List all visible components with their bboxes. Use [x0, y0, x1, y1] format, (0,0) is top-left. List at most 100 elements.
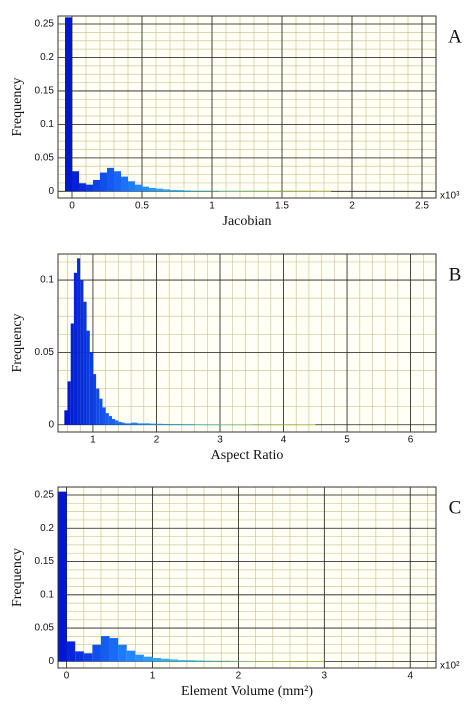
bar — [188, 424, 195, 425]
bar — [181, 424, 189, 425]
bar — [118, 644, 127, 662]
bar — [298, 661, 308, 662]
y-tick-label: 0.1 — [40, 119, 54, 130]
bar — [121, 176, 128, 192]
bar — [86, 330, 90, 425]
bar — [142, 186, 149, 192]
bar — [272, 661, 282, 662]
bar — [114, 171, 121, 192]
x-tick-label: 1.5 — [275, 201, 289, 212]
bar — [184, 190, 191, 192]
plot-area — [58, 16, 436, 198]
bar — [124, 423, 128, 425]
bar — [156, 423, 163, 425]
x-axis-label: Jacobian — [223, 214, 272, 229]
bar — [226, 424, 233, 426]
bar — [205, 190, 212, 192]
bar — [247, 191, 254, 192]
bar — [175, 424, 182, 425]
bar — [191, 190, 198, 192]
bar — [109, 638, 119, 662]
bar — [308, 424, 316, 426]
y-tick-label: 0.1 — [40, 589, 54, 600]
y-tick-label: 0.2 — [40, 52, 54, 63]
y-tick-label: 0 — [48, 419, 54, 430]
bar — [93, 179, 100, 192]
bar — [100, 172, 107, 192]
bar — [92, 374, 97, 425]
x-tick-label: 0 — [64, 671, 70, 682]
bar — [275, 191, 282, 192]
panel: 0 1 2 3 4 0 0.05 0.1 0.15 0.2 0.25 Element Volume (… — [10, 486, 461, 699]
bar — [207, 424, 214, 425]
bar — [212, 190, 219, 192]
x-tick-label: 5 — [344, 435, 350, 446]
bar — [296, 191, 303, 192]
y-axis-label: Frequency — [10, 548, 25, 607]
plot-frame — [57, 486, 437, 669]
bar — [296, 424, 303, 426]
bar — [232, 424, 240, 426]
bar — [143, 423, 151, 425]
x-tick-label: 1 — [150, 671, 156, 682]
y-tick-label: 0.15 — [35, 86, 55, 97]
bar — [161, 658, 170, 662]
x-tick-label: 1 — [209, 201, 215, 212]
plot-area — [58, 487, 436, 668]
bar — [247, 661, 256, 662]
bar — [118, 421, 122, 425]
bar — [186, 660, 196, 662]
y-tick-label: 0.05 — [35, 623, 55, 634]
bar — [307, 661, 316, 662]
bar — [137, 423, 144, 425]
bar — [112, 418, 116, 425]
bar — [281, 661, 290, 662]
y-tick-label: 0.05 — [35, 152, 55, 163]
bar — [70, 323, 74, 425]
bar — [233, 190, 240, 192]
bar — [289, 661, 299, 662]
x-tick-label: 4 — [281, 435, 287, 446]
y-tick-label: 0.25 — [35, 490, 55, 501]
bar — [99, 398, 103, 425]
x-tick-label: 3 — [217, 435, 223, 446]
y-tick-label: 0.1 — [40, 275, 54, 286]
bar — [213, 424, 220, 425]
y-axis-label: Frequency — [10, 77, 25, 136]
bar — [105, 413, 109, 425]
bar — [270, 424, 278, 426]
bar — [254, 191, 261, 192]
bar — [204, 660, 213, 662]
y-tick-label: 0.05 — [35, 347, 55, 358]
plot-area — [58, 254, 436, 432]
bar — [149, 187, 156, 192]
x-multiplier: x10³ — [440, 191, 460, 202]
bar — [198, 190, 205, 192]
bar — [226, 190, 233, 192]
bar — [86, 184, 93, 192]
bar — [135, 654, 144, 662]
bar — [77, 258, 81, 425]
bar — [80, 280, 84, 425]
y-tick-label: 0 — [48, 186, 54, 197]
x-tick-label: 2 — [236, 671, 242, 682]
bar — [268, 191, 275, 192]
bar — [245, 424, 252, 426]
bar — [221, 660, 230, 662]
bar — [79, 183, 86, 192]
y-axis-label: Frequency — [10, 313, 25, 372]
bar — [229, 660, 239, 662]
bar — [324, 191, 331, 192]
bar — [194, 424, 201, 425]
x-axis-label: Aspect Ratio — [211, 448, 284, 463]
bar — [162, 423, 170, 425]
y-tick-label: 0.2 — [40, 523, 54, 534]
panel: 1 2 3 4 5 6 0 0.05 0.1 Aspect Ratio Frequency B — [10, 253, 461, 463]
bar — [102, 407, 106, 425]
y-tick-label: 0.25 — [35, 19, 55, 30]
bar — [107, 167, 114, 192]
bar — [65, 17, 72, 192]
bar — [289, 191, 296, 192]
plot-frame — [57, 15, 437, 199]
x-axis-label: Element Volume (mm²) — [181, 684, 313, 699]
